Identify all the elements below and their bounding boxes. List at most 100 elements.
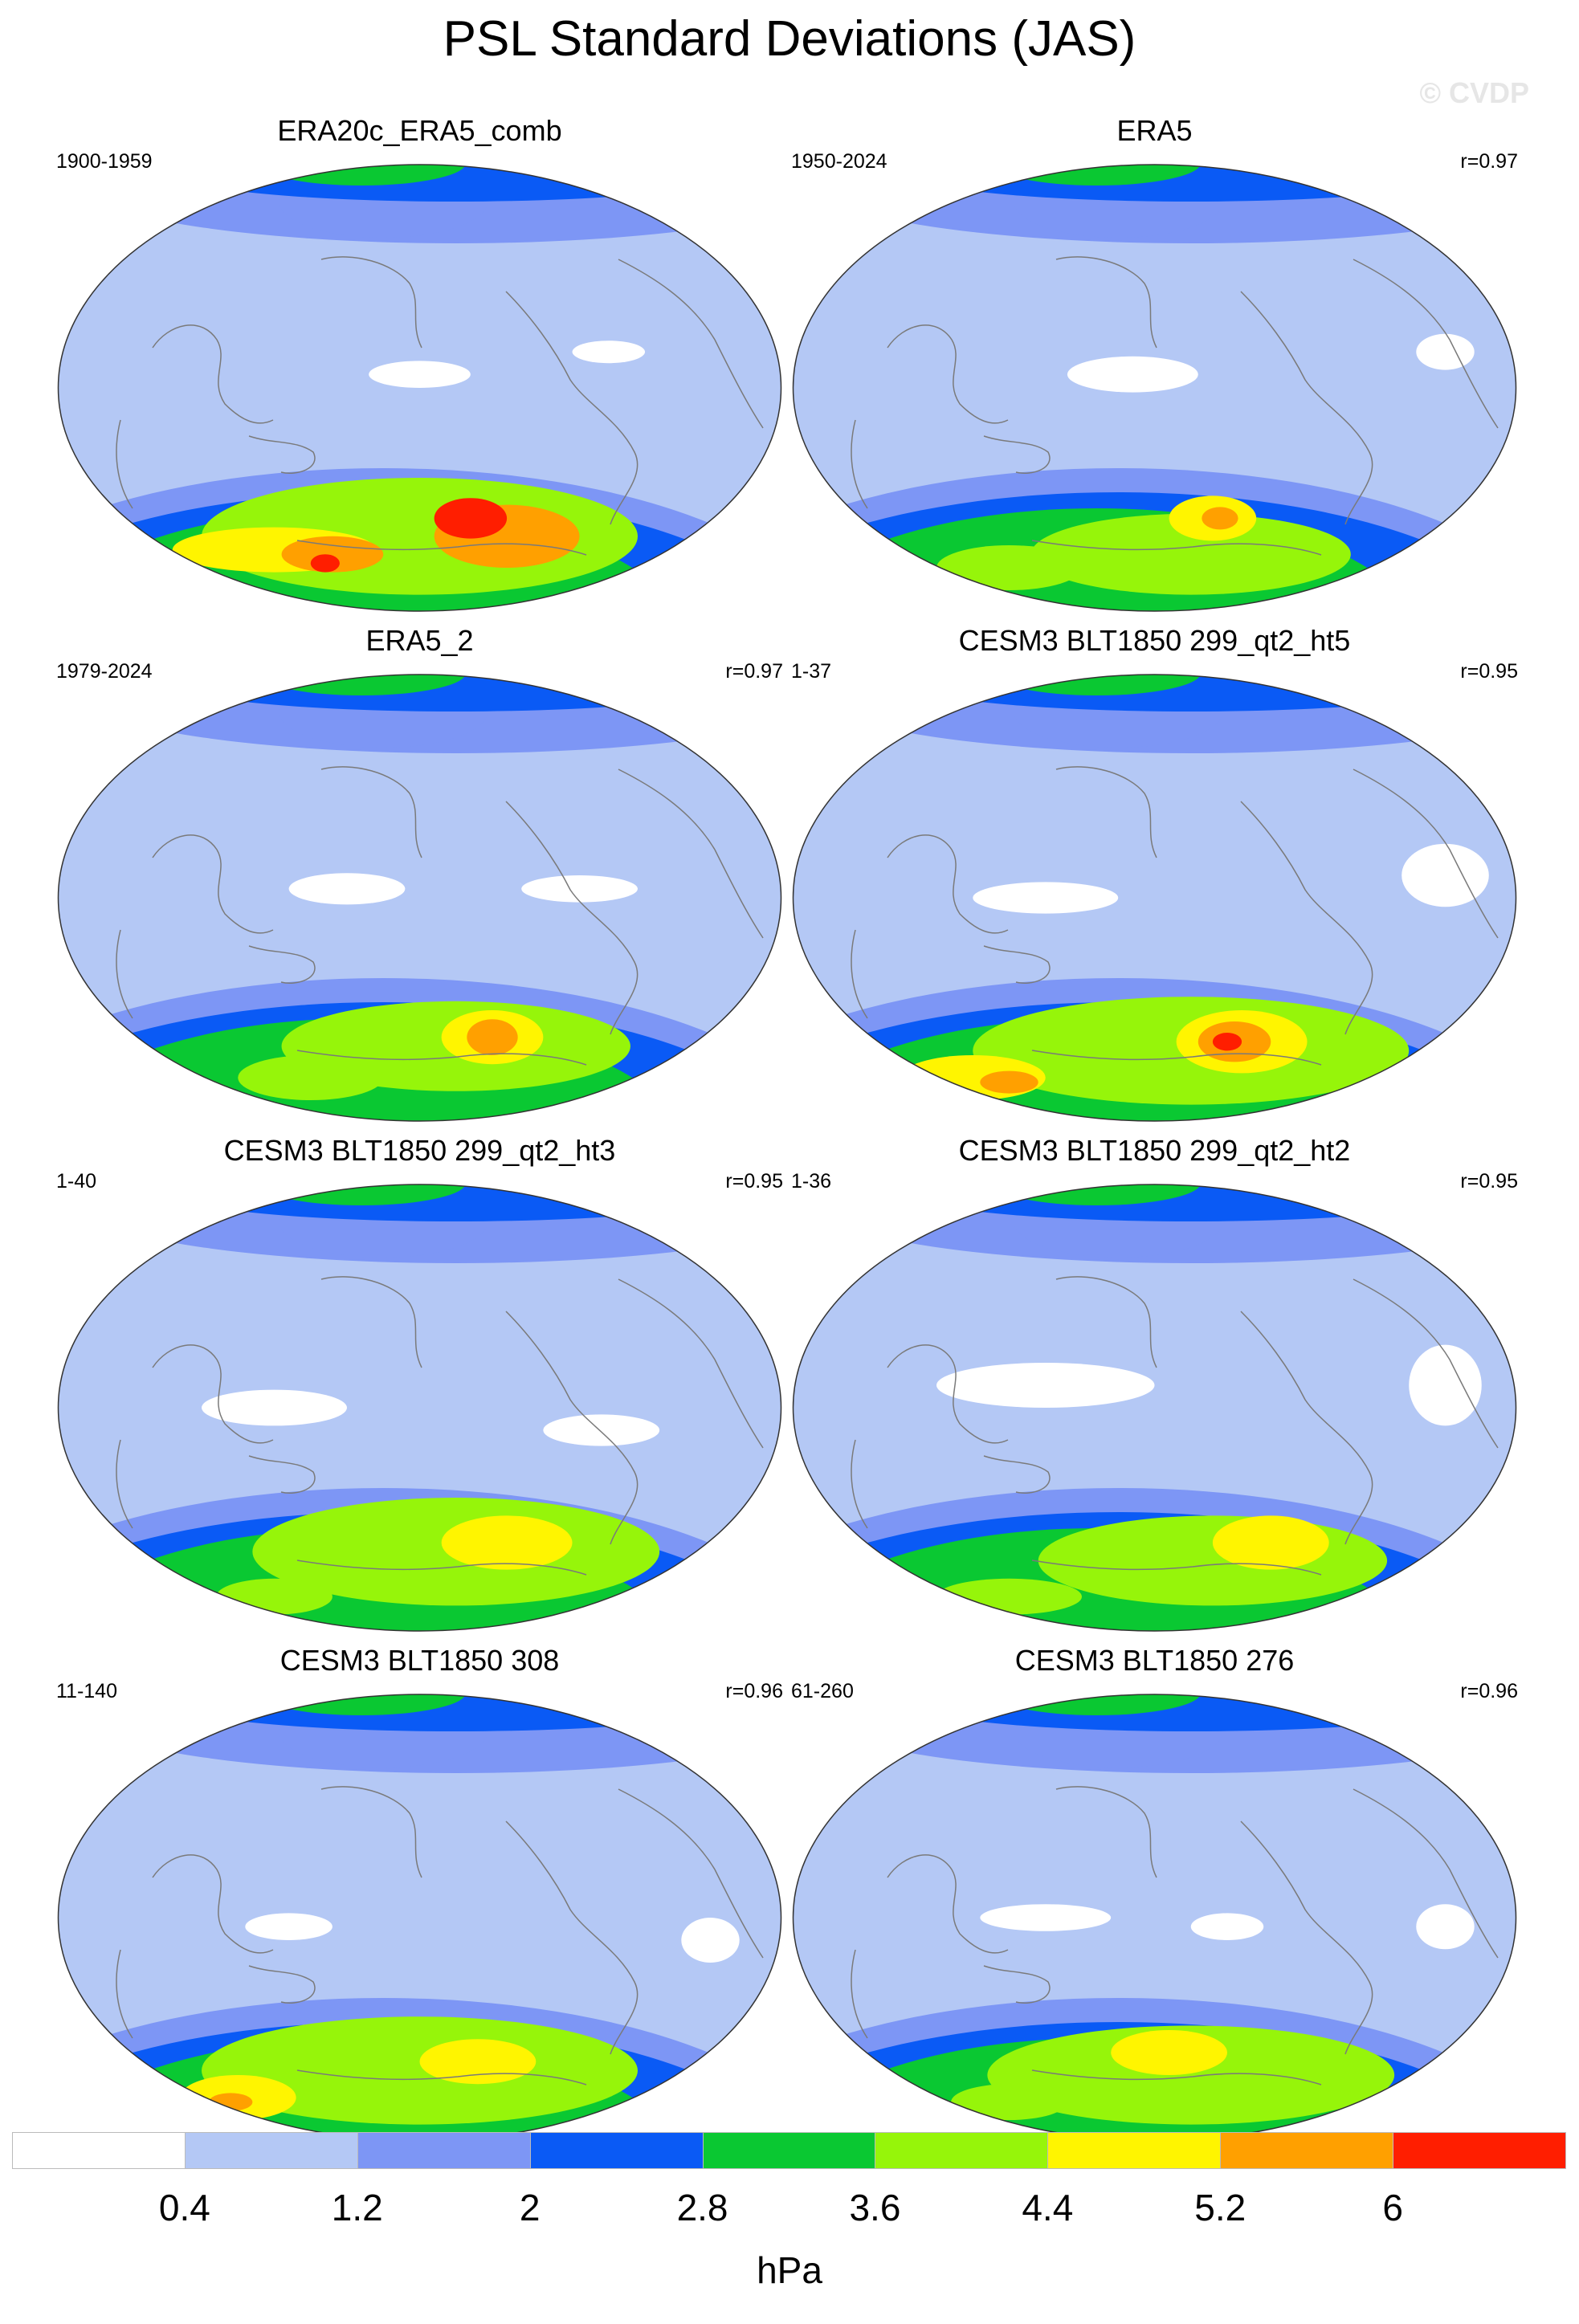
field-minimum xyxy=(1190,1913,1264,1940)
panel-years: 1900-1959 xyxy=(56,150,153,173)
map xyxy=(792,1694,1517,2142)
field-minimum xyxy=(1409,1344,1482,1426)
colorbar-swatch xyxy=(184,2132,358,2169)
panel-years: 1979-2024 xyxy=(56,660,153,683)
coastline xyxy=(116,1439,133,1529)
coastline xyxy=(1240,801,1373,1035)
map-field xyxy=(793,1184,1516,1631)
coastline xyxy=(1240,291,1373,525)
field-maximum xyxy=(951,2084,1067,2120)
panel-title: CESM3 BLT1850 299_qt2_ht5 xyxy=(958,624,1351,657)
copyright-watermark: © CVDP xyxy=(1419,76,1529,109)
coastline xyxy=(887,1854,1009,1954)
map xyxy=(792,674,1517,1122)
coastline xyxy=(1031,2069,1322,2085)
coastline xyxy=(505,801,639,1035)
map xyxy=(57,1694,782,2142)
coastline xyxy=(505,291,639,525)
coastline xyxy=(1055,766,1157,858)
coastline xyxy=(618,259,764,429)
colorbar-swatch xyxy=(1393,2132,1566,2169)
field-minimum xyxy=(245,1913,333,1940)
field-maximum xyxy=(987,2025,1395,2125)
coastline xyxy=(1240,1820,1373,2055)
field-minimum xyxy=(1067,356,1198,393)
coastline xyxy=(296,540,587,556)
coastline xyxy=(1031,1050,1322,1066)
field-minimum xyxy=(1402,843,1489,907)
coastline xyxy=(1240,1311,1373,1545)
map xyxy=(792,164,1517,612)
coastline xyxy=(320,256,422,349)
colorbar-tick-label: 6 xyxy=(1382,2187,1403,2228)
coastline xyxy=(152,1344,274,1444)
panel-title: ERA5 xyxy=(1116,114,1193,147)
field-maximum xyxy=(238,1055,384,1100)
panel-title: CESM3 BLT1850 299_qt2_ht2 xyxy=(958,1134,1351,1167)
panel-title: CESM3 BLT1850 276 xyxy=(1014,1644,1295,1677)
map xyxy=(57,1184,782,1632)
panel-pattern-correlation: r=0.95 xyxy=(1460,660,1518,683)
field-minimum xyxy=(572,340,646,364)
coastline xyxy=(320,1276,422,1368)
map-outline xyxy=(57,164,782,612)
panel-pattern-correlation: r=0.96 xyxy=(725,1680,783,1702)
coastline xyxy=(851,929,868,1019)
coastline xyxy=(116,929,133,1019)
field-maximum xyxy=(1202,507,1238,530)
map-panel: CESM3 BLT1850 299_qt2_ht3 1-40 r=0.95 xyxy=(56,1136,783,1658)
coastline xyxy=(116,1949,133,2039)
coastline xyxy=(851,1439,868,1529)
map-outline xyxy=(792,164,1517,612)
coastline xyxy=(983,945,1051,984)
coastline xyxy=(152,1854,274,1954)
panel-title: CESM3 BLT1850 308 xyxy=(279,1644,560,1677)
panel-pattern-correlation: r=0.96 xyxy=(1460,1680,1518,1702)
colorbar-swatch xyxy=(1220,2132,1394,2169)
coastline xyxy=(1055,256,1157,349)
colorbar-tick-label: 5.2 xyxy=(1194,2187,1246,2228)
field-maximum xyxy=(980,1070,1038,1094)
colorbar-tick-label: 2 xyxy=(519,2187,541,2228)
field-maximum xyxy=(310,554,340,573)
field-maximum xyxy=(467,1019,518,1055)
coastline xyxy=(1353,1278,1499,1449)
coastline xyxy=(248,435,316,474)
coastline xyxy=(1031,1560,1322,1576)
field-minimum xyxy=(973,882,1119,914)
map-field xyxy=(58,1694,781,2141)
panel-years: 1-36 xyxy=(791,1170,832,1193)
colorbar-units: hPa xyxy=(757,2249,822,2291)
coastline xyxy=(887,834,1009,934)
panel-pattern-correlation: r=0.95 xyxy=(1460,1170,1518,1193)
map-field xyxy=(793,165,1516,611)
coastline xyxy=(248,1965,316,2004)
field-maximum xyxy=(1038,1515,1388,1606)
coastline xyxy=(851,419,868,509)
coastline xyxy=(152,324,274,424)
map-field xyxy=(793,1694,1516,2141)
coastline xyxy=(1353,259,1499,429)
map-panel: CESM3 BLT1850 276 61-260 r=0.96 xyxy=(791,1646,1518,2168)
colorbar-swatch xyxy=(357,2132,531,2169)
coastline xyxy=(248,1455,316,1494)
coastline xyxy=(1055,1276,1157,1368)
coastline xyxy=(1055,1786,1157,1878)
colorbar-tick-label: 2.8 xyxy=(676,2187,728,2228)
colorbar xyxy=(12,2132,1566,2169)
map-outline xyxy=(792,1184,1517,1632)
field-maximum xyxy=(936,545,1082,590)
field-minimum xyxy=(288,873,406,905)
field-maximum xyxy=(1212,1033,1242,1051)
coastline xyxy=(1031,540,1322,556)
map-panel: ERA5 1950-2024 r=0.97 xyxy=(791,116,1518,638)
colorbar-swatch xyxy=(1047,2132,1222,2169)
map-field xyxy=(58,165,781,611)
field-maximum xyxy=(202,2016,638,2125)
coastline xyxy=(887,324,1009,424)
field-maximum xyxy=(936,1578,1082,1615)
coastline xyxy=(851,1949,868,2039)
coastline xyxy=(1353,1788,1499,1959)
map-panel: ERA20c_ERA5_comb 1900-1959 xyxy=(56,116,783,638)
map-outline xyxy=(57,674,782,1122)
